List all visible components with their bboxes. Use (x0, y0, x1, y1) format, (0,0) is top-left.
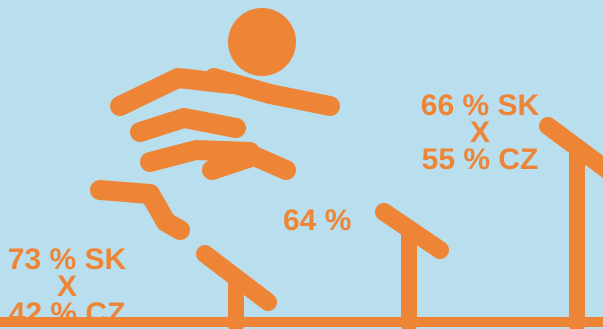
stat-right-separator: X (469, 116, 490, 149)
runner-back-leg (90, 180, 190, 240)
hurdle-icon (375, 203, 449, 329)
stat-right-sk: 66 % SK (420, 89, 540, 122)
stat-left-separator: X (56, 270, 77, 303)
stat-left-cz: 42 % CZ (8, 297, 126, 329)
runner-front-leg (202, 146, 296, 180)
hurdle-icon (196, 245, 277, 329)
runner-front-arm (204, 68, 340, 116)
stat-right-cz: 55 % CZ (421, 143, 539, 176)
stat-middle: 64 % (283, 204, 373, 237)
runner-torso-upper (130, 108, 246, 142)
hurdle-icon (539, 117, 603, 329)
runner-head (228, 8, 296, 76)
runner-torso-mid (140, 140, 260, 172)
stat-left-sk: 73 % SK (7, 243, 127, 276)
stat-left: 73 % SK X 42 % CZ (6, 243, 128, 329)
runner-hurdling-icon (90, 8, 340, 240)
stat-right: 66 % SK X 55 % CZ (405, 89, 555, 176)
stat-middle-value: 64 % (283, 204, 352, 237)
